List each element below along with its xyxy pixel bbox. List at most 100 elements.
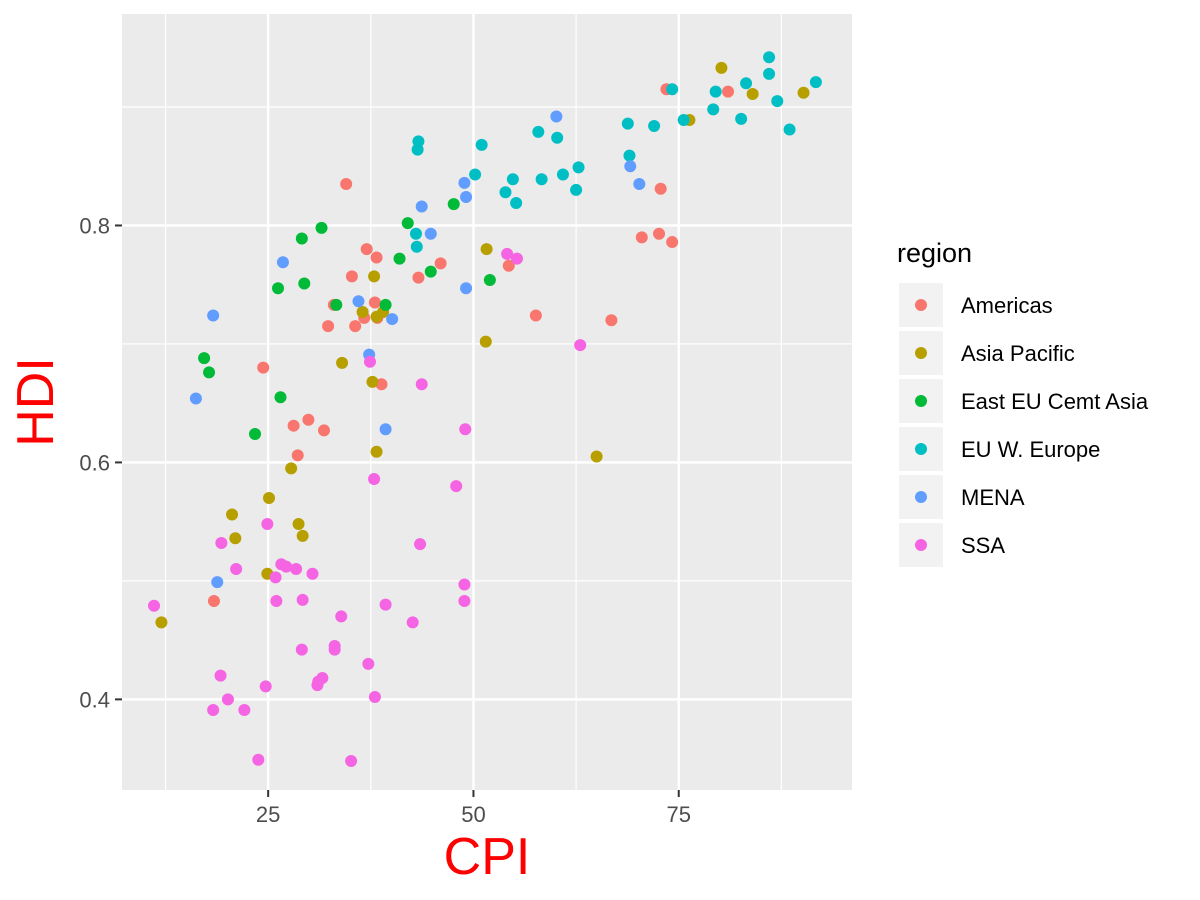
data-point bbox=[556, 168, 569, 181]
data-point bbox=[274, 391, 287, 404]
data-point bbox=[763, 51, 776, 64]
data-point bbox=[302, 413, 315, 426]
legend-marker-1 bbox=[915, 299, 927, 311]
data-point bbox=[771, 95, 784, 108]
data-point bbox=[458, 176, 471, 189]
data-point bbox=[501, 247, 514, 260]
legend-title: region bbox=[897, 238, 972, 268]
data-point bbox=[214, 669, 227, 682]
data-point bbox=[735, 112, 748, 125]
data-point bbox=[410, 240, 423, 253]
data-point bbox=[198, 352, 211, 365]
y-tick-label: 0.8 bbox=[79, 213, 110, 238]
data-point bbox=[551, 131, 564, 144]
data-point bbox=[483, 273, 496, 286]
legend-marker-3 bbox=[915, 395, 927, 407]
data-point bbox=[207, 595, 220, 608]
data-point bbox=[469, 168, 482, 181]
data-point bbox=[257, 361, 270, 374]
data-point bbox=[280, 560, 293, 573]
data-point bbox=[783, 123, 796, 136]
data-point bbox=[570, 183, 583, 196]
data-point bbox=[379, 298, 392, 311]
data-point bbox=[386, 313, 399, 326]
data-point bbox=[207, 309, 220, 322]
data-point bbox=[229, 532, 242, 545]
data-point bbox=[335, 610, 348, 623]
data-point bbox=[285, 462, 298, 475]
y-axis-label: HDI bbox=[7, 357, 65, 447]
data-point bbox=[458, 578, 471, 591]
data-point bbox=[287, 419, 300, 432]
data-point bbox=[360, 243, 373, 256]
data-point bbox=[450, 480, 463, 493]
data-point bbox=[370, 251, 383, 264]
data-point bbox=[366, 375, 379, 388]
data-point bbox=[459, 423, 472, 436]
data-point bbox=[290, 563, 303, 576]
data-point bbox=[633, 178, 646, 191]
data-point bbox=[393, 252, 406, 265]
data-point bbox=[401, 217, 414, 230]
data-point bbox=[221, 693, 234, 706]
data-point bbox=[352, 295, 365, 308]
data-point bbox=[409, 227, 422, 240]
data-point bbox=[155, 616, 168, 629]
data-point bbox=[535, 173, 548, 186]
x-axis: 25 50 75 bbox=[256, 790, 691, 827]
data-point bbox=[306, 567, 319, 580]
data-point bbox=[677, 114, 690, 127]
data-point bbox=[499, 186, 512, 199]
x-axis-label: CPI bbox=[444, 828, 531, 886]
data-point bbox=[259, 680, 272, 693]
data-point bbox=[447, 198, 460, 211]
data-point bbox=[368, 270, 381, 283]
data-point bbox=[363, 355, 376, 368]
data-point bbox=[479, 335, 492, 348]
data-point bbox=[740, 77, 753, 90]
data-point bbox=[356, 305, 369, 318]
data-point bbox=[230, 563, 243, 576]
legend-label-5: MENA bbox=[961, 485, 1025, 510]
legend-marker-4 bbox=[915, 443, 927, 455]
data-point bbox=[261, 518, 274, 531]
legend-label-6: SSA bbox=[961, 533, 1005, 558]
legend-marker-2 bbox=[915, 347, 927, 359]
data-point bbox=[249, 427, 262, 440]
data-point bbox=[624, 160, 637, 173]
data-point bbox=[295, 643, 308, 656]
data-point bbox=[272, 282, 285, 295]
data-point bbox=[460, 282, 473, 295]
data-point bbox=[262, 491, 275, 504]
data-point bbox=[506, 173, 519, 186]
data-point bbox=[797, 86, 810, 99]
data-point bbox=[424, 265, 437, 278]
y-axis: 0.4 0.6 0.8 bbox=[79, 213, 122, 712]
data-point bbox=[379, 423, 392, 436]
legend-label-4: EU W. Europe bbox=[961, 437, 1100, 462]
data-point bbox=[291, 449, 304, 462]
data-point bbox=[292, 518, 305, 531]
legend-label-1: Americas bbox=[961, 293, 1053, 318]
data-point bbox=[666, 236, 679, 249]
y-tick-label: 0.6 bbox=[79, 450, 110, 475]
data-point bbox=[707, 103, 720, 116]
data-point bbox=[269, 571, 282, 584]
data-point bbox=[412, 271, 425, 284]
data-point bbox=[415, 378, 428, 391]
data-point bbox=[654, 182, 667, 195]
data-point bbox=[238, 704, 251, 717]
data-point bbox=[340, 178, 353, 191]
data-point bbox=[572, 161, 585, 174]
x-tick-label: 75 bbox=[666, 802, 690, 827]
data-point bbox=[715, 61, 728, 74]
data-point bbox=[322, 320, 335, 333]
legend-marker-6 bbox=[915, 539, 927, 551]
data-point bbox=[434, 257, 447, 270]
data-point bbox=[411, 143, 424, 156]
data-point bbox=[502, 259, 515, 272]
data-points bbox=[148, 51, 822, 767]
data-point bbox=[623, 149, 636, 162]
data-point bbox=[296, 529, 309, 542]
data-point bbox=[746, 87, 759, 100]
